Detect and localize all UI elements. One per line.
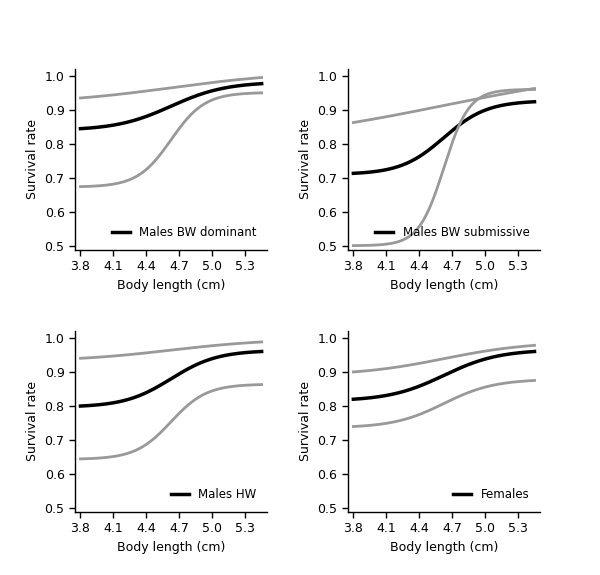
Y-axis label: Survival rate: Survival rate: [26, 120, 39, 200]
Legend: Males HW: Males HW: [166, 484, 261, 506]
Legend: Males BW dominant: Males BW dominant: [107, 221, 261, 244]
Legend: Females: Females: [449, 484, 534, 506]
Legend: Males BW submissive: Males BW submissive: [371, 221, 534, 244]
X-axis label: Body length (cm): Body length (cm): [117, 279, 225, 292]
X-axis label: Body length (cm): Body length (cm): [390, 540, 498, 554]
Y-axis label: Survival rate: Survival rate: [299, 381, 312, 461]
Y-axis label: Survival rate: Survival rate: [26, 381, 39, 461]
Y-axis label: Survival rate: Survival rate: [299, 120, 312, 200]
X-axis label: Body length (cm): Body length (cm): [390, 279, 498, 292]
X-axis label: Body length (cm): Body length (cm): [117, 540, 225, 554]
